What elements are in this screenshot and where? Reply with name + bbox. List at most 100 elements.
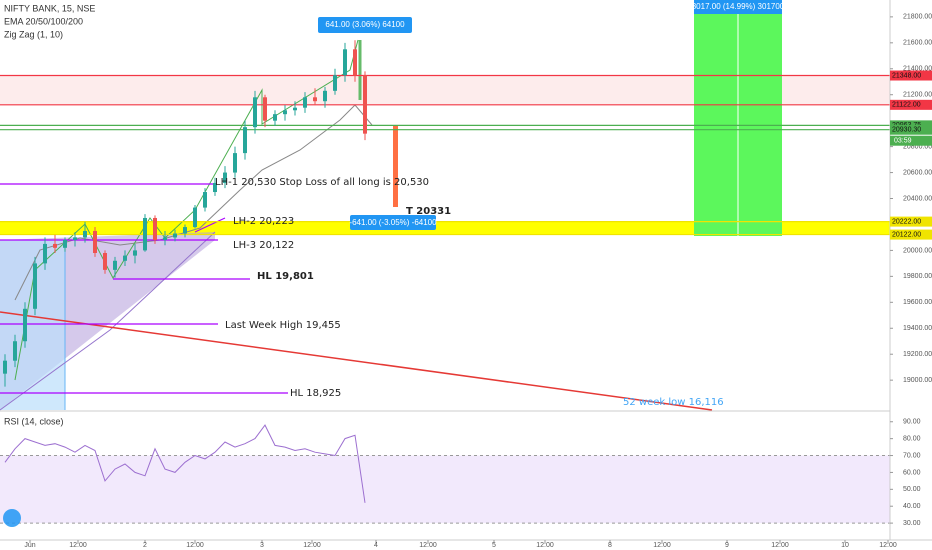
candle-body: [363, 75, 367, 134]
level-tag: [890, 99, 932, 110]
candle-body: [233, 153, 237, 173]
candles: [3, 40, 367, 387]
annotation: LH-2 20,223: [233, 216, 294, 227]
candle-body: [83, 230, 87, 238]
candle-body: [293, 107, 297, 111]
level-label: 21122.00: [892, 102, 921, 109]
chart-title: NIFTY BANK, 15, NSE: [4, 3, 95, 13]
candle-body: [63, 240, 67, 248]
measure-long: 3017.00 (14.99%) 301700: [692, 2, 785, 11]
y-tick-label: 19800.00: [903, 273, 932, 280]
rsi-tick-label: 30.00: [903, 520, 921, 527]
trend-line: [0, 311, 713, 411]
annotation: 52 week low 16,116: [623, 397, 724, 408]
rsi-tick-label: 90.00: [903, 419, 921, 426]
x-tick-label: 12:00: [303, 542, 321, 549]
x-tick-label: 5: [492, 542, 496, 549]
x-tick-label: 12:00: [653, 542, 671, 549]
rsi-tick-label: 70.00: [903, 452, 921, 459]
level-label: 20122.00: [892, 231, 921, 238]
measure-box: [694, 0, 782, 14]
projection-bar: [393, 125, 398, 207]
price-axis-bg: [890, 0, 932, 540]
candle-body: [53, 243, 57, 248]
y-tick-label: 20400.00: [903, 195, 932, 202]
x-tick-label: 12:00: [419, 542, 437, 549]
countdown: 03:59: [894, 138, 912, 145]
candle-body: [123, 255, 127, 261]
rsi-tick-label: 60.00: [903, 469, 921, 476]
candle-body: [23, 308, 27, 342]
rsi-tick-label: 40.00: [903, 503, 921, 510]
zone: [0, 221, 890, 235]
candle-body: [113, 260, 117, 270]
candle-body: [313, 97, 317, 102]
level-label: 21348.00: [892, 72, 921, 79]
candle-body: [333, 75, 337, 91]
candle-body: [13, 341, 17, 361]
y-tick-label: 20600.00: [903, 169, 932, 176]
countdown-tag: [890, 135, 932, 146]
y-tick-label: 19200.00: [903, 351, 932, 358]
y-tick-label: 21400.00: [903, 66, 932, 73]
candle-body: [183, 227, 187, 234]
y-tick-label: 19000.00: [903, 377, 932, 384]
measure-box: [318, 17, 412, 33]
x-tick-label: 2: [143, 542, 147, 549]
indicator-label: EMA 20/50/100/200: [4, 16, 83, 26]
candle-body: [343, 49, 347, 76]
candle-body: [33, 263, 37, 309]
measure-down: -641.00 (-3.05%) -64100: [349, 218, 437, 227]
x-tick-label: 4: [374, 542, 378, 549]
y-tick-label: 19600.00: [903, 299, 932, 306]
x-tick-label: 12:00: [536, 542, 554, 549]
y-tick-label: 21800.00: [903, 14, 932, 21]
y-tick-label: 21200.00: [903, 92, 932, 99]
x-tick-label: Jun: [24, 542, 35, 549]
candle-body: [253, 97, 257, 128]
level-lines: [0, 183, 288, 394]
candle-body: [103, 253, 107, 270]
annotation: LH-1 20,530 Stop Loss of all long is 20,…: [215, 177, 429, 188]
x-tick-label: 8: [608, 542, 612, 549]
candle-body: [133, 250, 137, 256]
candle-body: [213, 182, 217, 193]
indicator-label: Zig Zag (1, 10): [4, 29, 63, 39]
annotation: Last Week High 19,455: [225, 320, 341, 331]
level-tag: [890, 70, 932, 81]
candle-body: [73, 237, 77, 241]
y-tick-label: 20800.00: [903, 143, 932, 150]
rsi-title: RSI (14, close): [4, 416, 64, 426]
levels: [0, 74, 890, 236]
level-tag: [890, 229, 932, 240]
candle-body: [203, 192, 207, 208]
y-tick-label: 20000.00: [903, 247, 932, 254]
range-box: [0, 240, 65, 410]
x-tick-label: 12:00: [69, 542, 87, 549]
y-tick-label: 19400.00: [903, 325, 932, 332]
annotation: HL 18,925: [290, 388, 341, 399]
x-tick-label: 12:00: [186, 542, 204, 549]
x-tick-label: 3: [260, 542, 264, 549]
y-tick-label: 21600.00: [903, 40, 932, 47]
candle-body: [353, 49, 357, 76]
annotation: T 20331: [406, 206, 451, 217]
candle-body: [323, 90, 327, 102]
candle-body: [193, 207, 197, 228]
logo: [3, 509, 21, 527]
measure-box: [350, 215, 436, 230]
axes: 21348.0021122.0020963.7520930.3020222.00…: [24, 14, 932, 549]
measure-up: 641.00 (3.06%) 64100: [325, 20, 405, 29]
x-tick-label: 12:00: [879, 542, 897, 549]
candle-body: [163, 237, 167, 241]
lh2-line: [194, 217, 226, 233]
candle-body: [273, 114, 277, 121]
level-label: 20222.00: [892, 218, 921, 225]
candle-body: [173, 233, 177, 238]
candle-body: [143, 217, 147, 251]
x-tick-label: 10: [841, 542, 849, 549]
level-label: 20930.30: [892, 127, 921, 134]
x-tick-label: 9: [725, 542, 729, 549]
level-tag: [890, 216, 932, 227]
